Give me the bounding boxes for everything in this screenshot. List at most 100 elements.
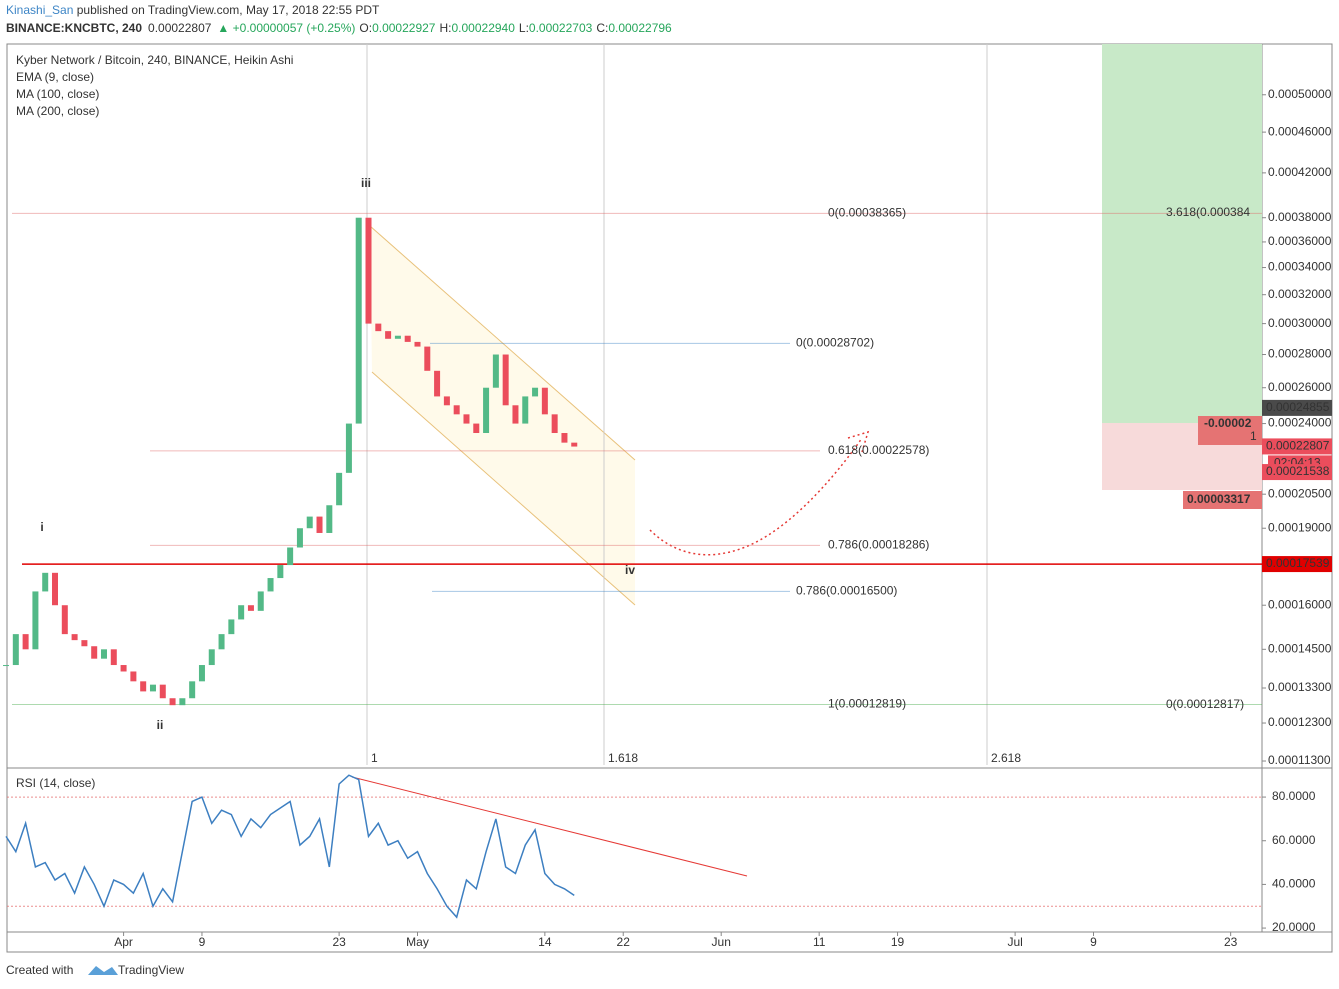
- candle: [228, 619, 235, 635]
- ohlc-value: 0.00022940: [451, 21, 515, 35]
- wave-label: ii: [157, 718, 164, 732]
- candle: [336, 472, 343, 506]
- price-label: 0.00022807: [1266, 439, 1330, 453]
- candle: [42, 572, 49, 592]
- candle: [492, 354, 499, 388]
- candle: [522, 396, 529, 424]
- author[interactable]: Kinashi_San: [6, 3, 73, 17]
- y-tick-label: 0.00020500: [1268, 486, 1332, 500]
- candle: [404, 335, 411, 342]
- candle: [238, 605, 245, 620]
- footer-created: Created with: [6, 963, 73, 977]
- candle: [316, 516, 323, 533]
- candle: [532, 387, 539, 397]
- channel-line: [371, 371, 636, 606]
- candle: [502, 354, 509, 406]
- rsi-title: RSI (14, close): [16, 776, 95, 790]
- footer-brand[interactable]: TradingView: [118, 963, 184, 977]
- x-tick-label: May: [406, 935, 429, 949]
- projection-arrow: [649, 437, 863, 556]
- x-tick-label: 23: [332, 935, 346, 949]
- candle: [159, 684, 166, 699]
- y-tick-label: 0.00030000: [1268, 316, 1332, 330]
- y-tick-label: 0.00042000: [1268, 165, 1332, 179]
- y-tick-label: 0.00034000: [1268, 260, 1332, 274]
- price-label-box: [1262, 399, 1332, 416]
- candle: [100, 649, 107, 659]
- candle: [81, 640, 88, 647]
- x-tick-label: 11: [813, 935, 826, 949]
- candle: [179, 698, 186, 706]
- rsi-line: [5, 774, 575, 919]
- fib-label: 0.618(0.00022578): [828, 443, 929, 457]
- position-box: [1198, 416, 1262, 445]
- candle: [414, 341, 421, 347]
- candle: [110, 649, 117, 666]
- candle: [473, 423, 480, 434]
- price-label: 0.00024855: [1266, 400, 1330, 414]
- ohlc-key: L:: [519, 21, 529, 35]
- x-tick-label: Jul: [1007, 935, 1022, 949]
- candle: [130, 671, 137, 682]
- position-top: -0.00002: [1204, 416, 1252, 430]
- rsi-y-tick-label: 20.0000: [1272, 920, 1316, 934]
- last: 0.00022807: [148, 21, 212, 35]
- legend-item: MA (200, close): [16, 104, 99, 118]
- y-tick-label: 0.00019000: [1268, 520, 1332, 534]
- x-tick-label: 22: [617, 935, 631, 949]
- fib-label: 0.786(0.00018286): [828, 538, 929, 552]
- candle: [287, 547, 294, 566]
- legend-item: MA (100, close): [16, 87, 99, 101]
- candle: [120, 665, 127, 672]
- candle: [91, 646, 98, 659]
- candle: [463, 414, 470, 424]
- symbol: BINANCE:KNCBTC, 240: [6, 21, 142, 35]
- candle: [306, 516, 313, 529]
- fib-label: 0.786(0.00016500): [796, 584, 897, 598]
- candle: [169, 698, 176, 706]
- candle: [443, 396, 450, 406]
- candle: [355, 217, 362, 424]
- candle: [296, 528, 303, 548]
- y-tick-label: 0.00036000: [1268, 234, 1332, 248]
- price-label-box: [1262, 438, 1332, 455]
- y-tick-label: 0.00012300: [1268, 715, 1332, 729]
- candle: [3, 665, 10, 667]
- arrow-head: [847, 430, 870, 453]
- candle: [385, 331, 392, 339]
- candle: [375, 323, 382, 332]
- brand-logo: [88, 966, 118, 975]
- rsi-trendline: [351, 776, 748, 877]
- ohlc-value: 0.00022703: [529, 21, 593, 35]
- candle: [61, 605, 68, 635]
- fib-label: 0(0.00012817): [1166, 697, 1244, 711]
- y-tick-label: 0.00032000: [1268, 287, 1332, 301]
- y-tick-label: 0.00013300: [1268, 680, 1332, 694]
- candle: [208, 649, 215, 666]
- channel-line: [369, 225, 636, 461]
- candle: [483, 387, 490, 434]
- legend-item: EMA (9, close): [16, 70, 94, 84]
- candle: [277, 565, 284, 579]
- fib-label: 3.618(0.000384: [1166, 205, 1250, 219]
- price-label-box: [1262, 464, 1332, 481]
- candle: [267, 578, 274, 592]
- y-tick-label: 0.00024000: [1268, 416, 1332, 430]
- x-tick-label: Jun: [712, 935, 731, 949]
- y-tick-label: 0.00016000: [1268, 597, 1332, 611]
- x-tick-label: Apr: [114, 935, 133, 949]
- header-line-1: Kinashi_San published on TradingView.com…: [6, 3, 380, 17]
- candle: [434, 370, 441, 397]
- candle: [541, 387, 548, 415]
- candle: [453, 405, 460, 415]
- price-label-box: [1262, 556, 1332, 573]
- y-tick-label: 0.00028000: [1268, 347, 1332, 361]
- candle: [189, 681, 196, 699]
- candle: [140, 681, 147, 692]
- fib-label: 0(0.00038365): [828, 206, 906, 220]
- y-tick-label: 0.00026000: [1268, 380, 1332, 394]
- y-tick-label: 0.00038000: [1268, 210, 1332, 224]
- price-label: 0.00021538: [1266, 464, 1330, 478]
- wave-label: iii: [361, 176, 371, 190]
